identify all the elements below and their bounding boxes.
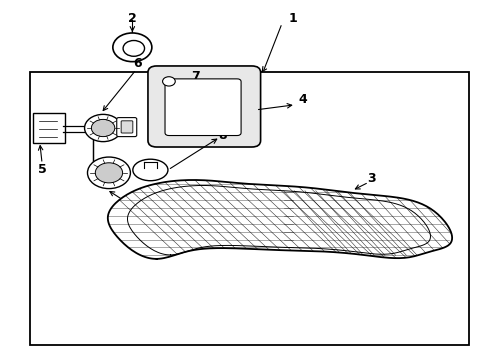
Circle shape xyxy=(113,33,152,62)
Text: 5: 5 xyxy=(38,163,46,176)
Polygon shape xyxy=(178,107,203,114)
Circle shape xyxy=(162,77,175,86)
Text: 1: 1 xyxy=(288,12,297,25)
FancyBboxPatch shape xyxy=(164,79,241,135)
FancyBboxPatch shape xyxy=(148,66,260,147)
Circle shape xyxy=(91,120,115,136)
Circle shape xyxy=(123,41,144,56)
Polygon shape xyxy=(108,180,451,259)
FancyBboxPatch shape xyxy=(33,113,64,143)
Text: 3: 3 xyxy=(366,172,375,185)
Bar xyxy=(30,72,468,345)
Circle shape xyxy=(95,163,122,183)
Ellipse shape xyxy=(133,159,167,181)
Text: 4: 4 xyxy=(298,93,307,106)
FancyBboxPatch shape xyxy=(121,121,133,133)
Circle shape xyxy=(84,114,122,141)
FancyBboxPatch shape xyxy=(117,118,137,136)
Text: 8: 8 xyxy=(218,129,226,142)
Text: 2: 2 xyxy=(128,12,137,25)
Circle shape xyxy=(87,157,130,189)
Text: 7: 7 xyxy=(191,69,200,82)
Text: 6: 6 xyxy=(133,57,141,70)
Text: 9: 9 xyxy=(125,204,134,217)
